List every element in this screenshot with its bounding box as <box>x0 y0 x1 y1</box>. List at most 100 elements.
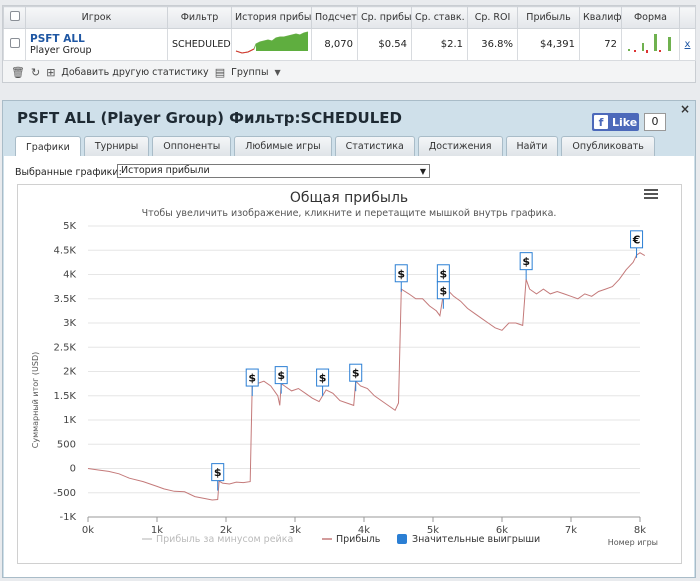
x-tick-label: 6k <box>496 525 508 536</box>
x-tick-label: 7k <box>565 525 577 536</box>
avg-roi-cell: 36.8% <box>467 28 518 61</box>
qual-cell: 72 <box>579 28 622 61</box>
marker-symbol: $ <box>522 255 530 268</box>
table-toolbar: 🗑 ↻ ⊞ Добавить другую статистику ▤ Групп… <box>3 61 695 83</box>
marker-symbol: $ <box>277 369 285 382</box>
tab-tournaments[interactable]: Турниры <box>83 136 150 156</box>
tab-favorite-games[interactable]: Любимые игры <box>234 136 332 156</box>
form-sparkbars <box>621 28 680 61</box>
tab-achievements[interactable]: Достижения <box>417 136 503 156</box>
x-tick-label: 5k <box>427 525 439 536</box>
y-tick-label: 2.5K <box>54 342 77 353</box>
col-avg-roi[interactable]: Ср. ROI <box>467 6 518 29</box>
big-win-marker[interactable]: $ <box>211 463 225 491</box>
col-form[interactable]: Форма <box>621 6 680 29</box>
remove-row-button[interactable]: x <box>679 28 696 61</box>
col-player[interactable]: Игрок <box>25 6 168 29</box>
col-avg-profit[interactable]: Ср. прибыль <box>357 6 412 29</box>
chart-subtitle: Чтобы увеличить изображение, кликните и … <box>142 208 557 219</box>
col-remove <box>679 6 696 29</box>
series-profit-line <box>87 252 646 501</box>
tab-statistics[interactable]: Статистика <box>334 136 415 156</box>
x-tick-label: 3k <box>289 525 301 536</box>
tab-opponents[interactable]: Оппоненты <box>152 136 232 156</box>
like-count: 0 <box>644 113 666 131</box>
trash-icon[interactable]: 🗑 <box>11 65 25 79</box>
avg-profit-cell: $0.54 <box>357 28 412 61</box>
chart-legend: Прибыль за минусом рейка Прибыль Значите… <box>142 534 540 545</box>
big-win-marker[interactable]: $ <box>519 252 533 280</box>
chart-select-label: Выбранные графики: <box>15 167 122 178</box>
legend-swatch-wins <box>397 534 407 544</box>
panel-title: PSFT ALL (Player Group) Фильтр:SCHEDULED <box>17 109 402 127</box>
y-tick-label: 0 <box>70 464 76 475</box>
y-tick-label: 4.5K <box>54 245 77 256</box>
x-axis-label: Номер игры <box>608 538 658 547</box>
facebook-like-button[interactable]: f Like <box>592 113 639 131</box>
col-profit[interactable]: Прибыль <box>517 6 580 29</box>
col-filter[interactable]: Фильтр <box>167 6 232 29</box>
marker-symbol: € <box>632 233 641 246</box>
col-profit-history[interactable]: История прибыли <box>231 6 312 29</box>
table-header-row: Игрок Фильтр История прибыли Подсчет Ср.… <box>3 6 696 29</box>
marker-symbol: $ <box>440 267 448 280</box>
y-tick-label: 3.5K <box>54 294 77 305</box>
col-count[interactable]: Подсчет <box>311 6 358 29</box>
marker-symbol: $ <box>214 466 222 479</box>
chart-select[interactable]: История прибыли ▼ <box>117 164 430 178</box>
profit-chart[interactable]: Общая прибыль Чтобы увеличить изображени… <box>17 184 682 564</box>
marker-symbol: $ <box>319 372 327 385</box>
big-win-marker[interactable]: $ <box>274 366 288 394</box>
close-icon[interactable]: × <box>679 102 690 116</box>
marker-symbol: $ <box>397 267 405 280</box>
groups-dropdown[interactable]: Группы <box>231 66 269 78</box>
chevron-down-icon: ▼ <box>419 167 426 176</box>
chart-select-value: История прибыли <box>121 165 210 176</box>
y-tick-label: -1K <box>59 512 76 523</box>
profit-sparkline <box>231 28 312 61</box>
y-tick-label: 1.5K <box>54 391 77 402</box>
row-checkbox[interactable] <box>3 28 26 61</box>
groups-icon: ▤ <box>214 65 226 79</box>
facebook-icon: f <box>594 115 608 129</box>
menu-icon[interactable] <box>644 189 658 199</box>
col-qual[interactable]: Квалиф. <box>579 6 622 29</box>
y-tick-label: -500 <box>53 488 76 499</box>
y-tick-label: 500 <box>57 439 76 450</box>
chart-title: Общая прибыль <box>290 190 408 206</box>
big-win-marker[interactable]: $ <box>245 368 259 397</box>
y-tick-label: 1K <box>63 415 76 426</box>
big-win-marker[interactable]: $ <box>394 264 408 292</box>
big-win-marker[interactable]: $ <box>349 363 363 392</box>
tab-find[interactable]: Найти <box>505 136 559 156</box>
col-avg-stake[interactable]: Ср. ставк. <box>411 6 468 29</box>
big-win-marker[interactable]: $ <box>436 281 450 309</box>
player-detail-panel: × PSFT ALL (Player Group) Фильтр:SCHEDUL… <box>2 100 696 578</box>
profit-cell: $4,391 <box>517 28 580 61</box>
select-all-checkbox[interactable] <box>3 6 26 29</box>
like-label: Like <box>612 115 638 129</box>
stats-table: Игрок Фильтр История прибыли Подсчет Ср.… <box>3 6 696 61</box>
add-stat-button[interactable]: Добавить другую статистику <box>61 66 209 78</box>
x-tick-label: 4k <box>358 525 370 536</box>
profit-chart-svg[interactable]: Общая прибыль Чтобы увеличить изображени… <box>18 185 681 563</box>
y-tick-label: 4K <box>63 270 76 281</box>
chevron-down-icon[interactable]: ▼ <box>274 67 281 77</box>
marker-symbol: $ <box>352 367 360 380</box>
big-win-marker[interactable]: $ <box>316 368 330 397</box>
tab-charts[interactable]: Графики <box>15 136 81 157</box>
y-axis-label: Суммарный итог (USD) <box>31 352 40 449</box>
stats-table-panel: Игрок Фильтр История прибыли Подсчет Ср.… <box>2 5 696 83</box>
x-tick-label: 1k <box>151 525 163 536</box>
player-name-link[interactable]: PSFT ALL <box>30 32 85 45</box>
refresh-icon[interactable]: ↻ <box>30 65 41 79</box>
x-tick-label: 0k <box>82 525 94 536</box>
legend-big-wins[interactable]: Значительные выигрыши <box>412 534 540 545</box>
y-tick-label: 2K <box>63 367 76 378</box>
x-tick-label: 8k <box>634 525 646 536</box>
legend-net-profit[interactable]: Прибыль за минусом рейка <box>156 534 293 545</box>
legend-profit[interactable]: Прибыль <box>336 534 381 545</box>
player-group: Player Group <box>30 44 92 56</box>
tab-publish[interactable]: Опубликовать <box>561 136 655 156</box>
big-win-marker[interactable]: € <box>630 230 644 258</box>
